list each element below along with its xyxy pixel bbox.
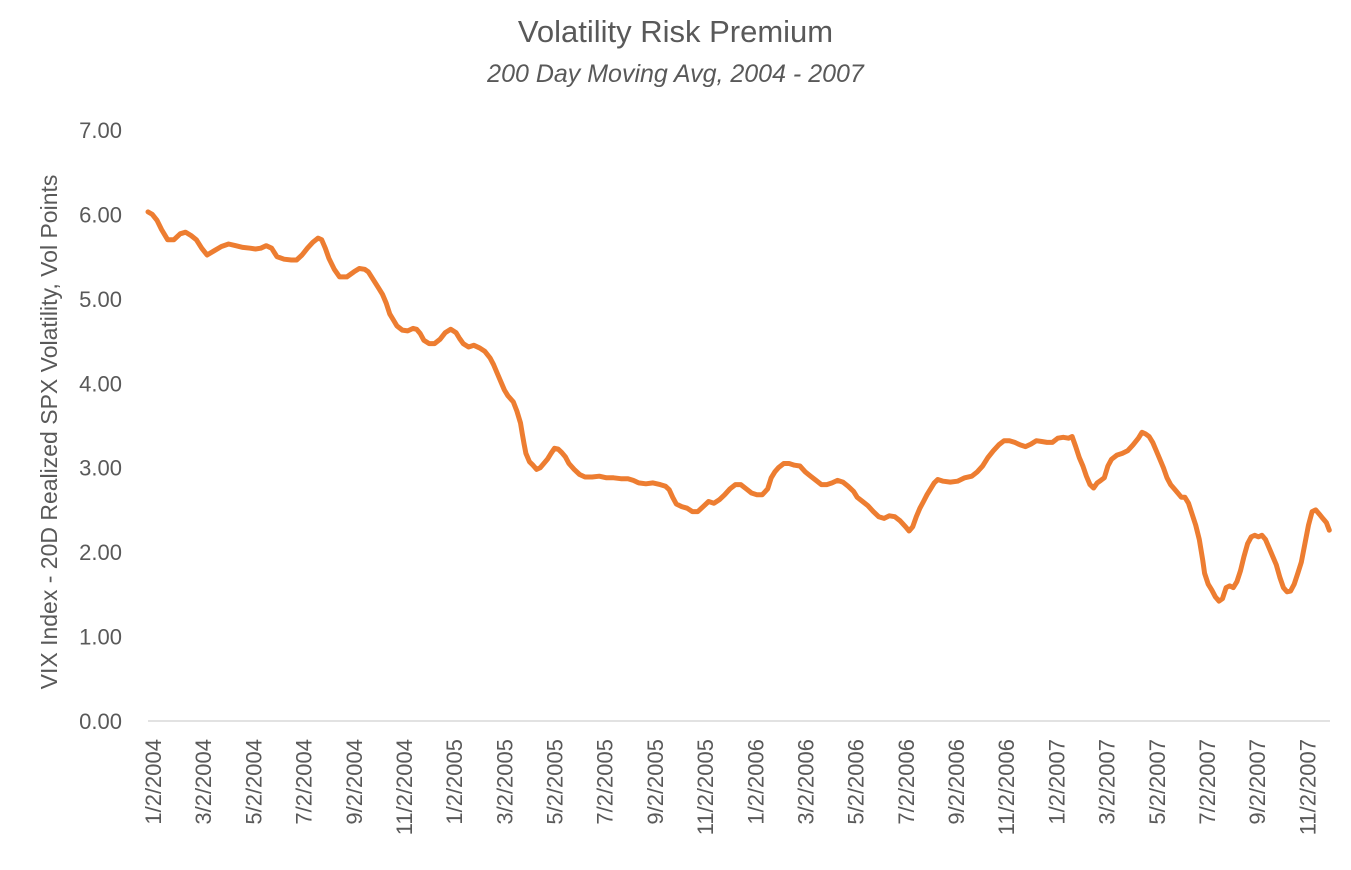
- x-tick-label: 11/2/2007: [1295, 739, 1320, 835]
- y-tick-label: 1.00: [79, 625, 122, 650]
- x-tick-label: 5/2/2007: [1145, 739, 1170, 825]
- chart-title: Volatility Risk Premium: [517, 14, 834, 49]
- x-tick-label: 7/2/2006: [894, 739, 919, 825]
- y-tick-label: 4.00: [79, 371, 122, 396]
- x-tick-label: 7/2/2004: [292, 739, 317, 825]
- y-tick-label: 7.00: [79, 118, 122, 143]
- y-tick-label: 6.00: [79, 202, 122, 227]
- x-tick-label: 3/2/2006: [793, 739, 818, 825]
- x-axis: 1/2/2004 3/2/2004 5/2/2004 7/2/2004 9/2/2004…: [141, 739, 1320, 835]
- x-tick-label: 1/2/2007: [1044, 739, 1069, 825]
- x-tick-label: 11/2/2004: [392, 739, 417, 835]
- x-tick-label: 9/2/2007: [1245, 739, 1270, 825]
- x-tick-label: 9/2/2005: [643, 739, 668, 825]
- x-tick-label: 1/2/2005: [442, 739, 467, 825]
- x-tick-label: 9/2/2006: [944, 739, 969, 825]
- x-tick-label: 3/2/2007: [1095, 739, 1120, 825]
- y-axis: 0.00 1.00 2.00 3.00 4.00 5.00 6.00 7.00: [79, 118, 122, 734]
- x-tick-label: 1/2/2006: [743, 739, 768, 825]
- x-tick-label: 5/2/2006: [844, 739, 869, 825]
- x-tick-label: 3/2/2004: [191, 739, 216, 825]
- x-tick-label: 5/2/2004: [241, 739, 266, 825]
- y-tick-label: 5.00: [79, 287, 122, 312]
- x-tick-label: 7/2/2005: [593, 739, 618, 825]
- x-tick-label: 5/2/2005: [543, 739, 568, 825]
- x-tick-label: 11/2/2006: [994, 739, 1019, 835]
- y-tick-label: 0.00: [79, 709, 122, 734]
- x-tick-label: 7/2/2007: [1195, 739, 1220, 825]
- chart-subtitle: 200 Day Moving Avg, 2004 - 2007: [487, 60, 864, 88]
- x-tick-label: 9/2/2004: [342, 739, 367, 825]
- series-line: [145, 209, 1332, 604]
- y-tick-label: 3.00: [79, 456, 122, 481]
- x-tick-label: 1/2/2004: [141, 739, 166, 825]
- y-tick-label: 2.00: [79, 540, 122, 565]
- x-tick-label: 3/2/2005: [492, 739, 517, 825]
- x-tick-label: 11/2/2005: [693, 739, 718, 835]
- y-axis-label: VIX Index - 20D Realized SPX Volatility,…: [36, 175, 62, 690]
